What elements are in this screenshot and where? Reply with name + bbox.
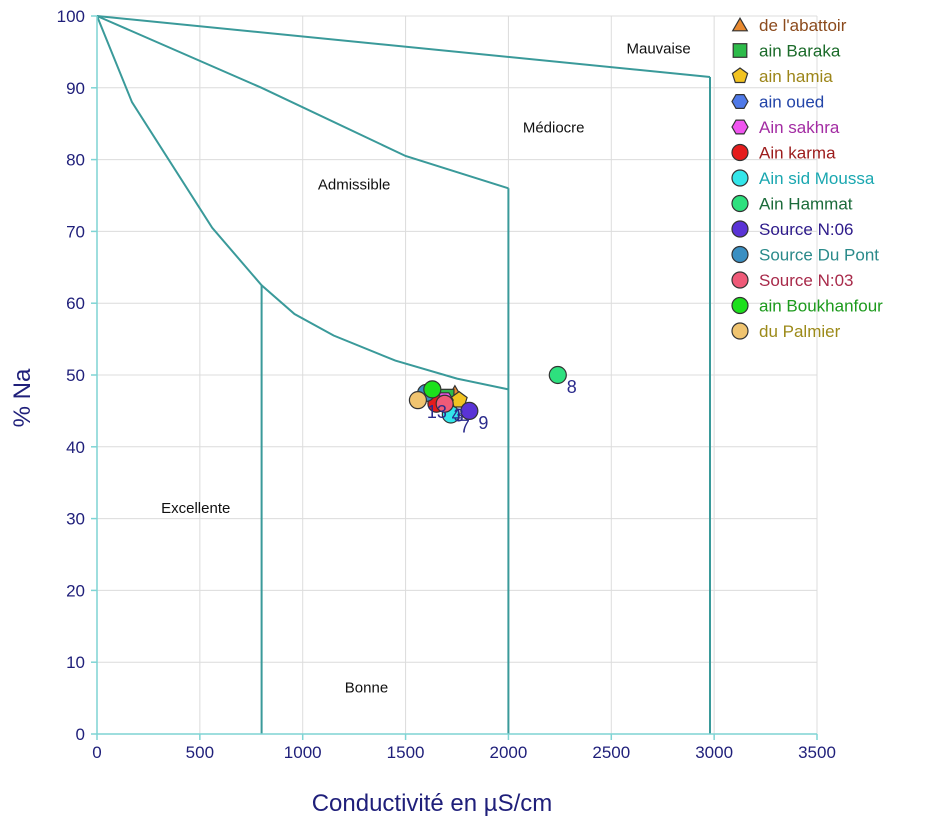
data-points: 47 8 93 13 [408, 365, 577, 436]
data-point [408, 391, 428, 410]
y-tick-label: 10 [66, 653, 85, 672]
legend-entry: Source N:03 [759, 271, 854, 290]
y-tick-label: 50 [66, 366, 85, 385]
y-tick-label: 20 [66, 581, 85, 600]
legend-marker [731, 220, 749, 238]
x-axis-title: Conductivité en µS/cm [312, 790, 553, 817]
legend-entry: ain oued [759, 93, 824, 112]
zone-label: Bonne [345, 679, 388, 696]
legend-marker [731, 119, 749, 135]
data-point-label: 9 [478, 413, 488, 433]
x-tick-label: 2500 [592, 743, 630, 762]
grid [96, 15, 818, 735]
legend-marker [731, 194, 749, 213]
axes: 0 500 1000 1500 2000 2500 3000 3500 0 10 20 30 40 50 6… [57, 7, 836, 762]
legend-marker [731, 169, 749, 187]
x-tick-label: 1500 [387, 743, 425, 762]
boundary-excellente-bonne [96, 15, 509, 391]
data-point-label: 13 [427, 402, 447, 422]
data-point-label: 8 [567, 377, 577, 397]
legend-entry: Ain karma [759, 144, 836, 163]
boundary-mediocre-mauvaise [96, 15, 711, 78]
y-axis-title: % Na [9, 368, 36, 427]
data-point-label: 4 [452, 406, 462, 426]
y-tick-label: 40 [66, 438, 85, 457]
legend-entry: ain hamia [759, 67, 833, 86]
legend-marker [731, 143, 749, 162]
x-tick-label: 1000 [284, 743, 322, 762]
zone-label: Mauvaise [626, 40, 690, 57]
legend-entry: Ain Hammat [759, 195, 853, 214]
legend-marker [731, 296, 749, 315]
legend-marker [731, 271, 749, 289]
legend-entry: Source N:06 [759, 220, 854, 239]
boundary-admissible-mediocre [96, 15, 509, 190]
legend-entry: du Palmier [759, 322, 841, 341]
legend: de l'abattoir ain Baraka ain hamia ain oued… [731, 16, 883, 341]
y-tick-label: 90 [66, 79, 85, 98]
legend-marker [731, 93, 749, 110]
zone-labels: Excellente Bonne Admissible Médiocre Mauvais… [161, 40, 691, 696]
data-point [450, 390, 468, 408]
data-point-label: 3 [454, 406, 464, 426]
legend-marker [731, 67, 749, 84]
zone-label: Excellente [161, 500, 230, 517]
y-tick-label: 70 [66, 222, 85, 241]
legend-marker [731, 17, 749, 32]
legend-marker [731, 322, 749, 340]
y-tick-label: 30 [66, 510, 85, 529]
legend-entry: Ain sid Moussa [759, 169, 875, 188]
legend-entry: ain Boukhanfour [759, 297, 883, 316]
x-tick-label: 2000 [490, 743, 528, 762]
data-point [423, 380, 442, 399]
x-tick-label: 0 [92, 743, 101, 762]
y-tick-label: 0 [76, 725, 85, 744]
x-tick-label: 500 [186, 743, 214, 762]
data-point [548, 365, 567, 385]
data-point-label: 7 [460, 416, 470, 436]
data-point [460, 401, 479, 420]
data-point [435, 394, 454, 413]
legend-entry: de l'abattoir [759, 16, 847, 35]
x-tick-label: 3500 [798, 743, 836, 762]
x-tick-label: 3000 [695, 743, 733, 762]
y-tick-label: 60 [66, 294, 85, 313]
legend-entry: Source Du Pont [759, 246, 879, 265]
zone-boundaries [96, 15, 711, 734]
zone-label: Admissible [318, 177, 391, 194]
legend-entry: Ain sakhra [759, 118, 840, 137]
legend-marker [732, 43, 748, 58]
zone-label: Médiocre [523, 119, 585, 136]
y-tick-label: 100 [57, 7, 85, 26]
legend-entry: ain Baraka [759, 42, 841, 61]
legend-marker [731, 245, 749, 264]
y-tick-label: 80 [66, 151, 85, 170]
